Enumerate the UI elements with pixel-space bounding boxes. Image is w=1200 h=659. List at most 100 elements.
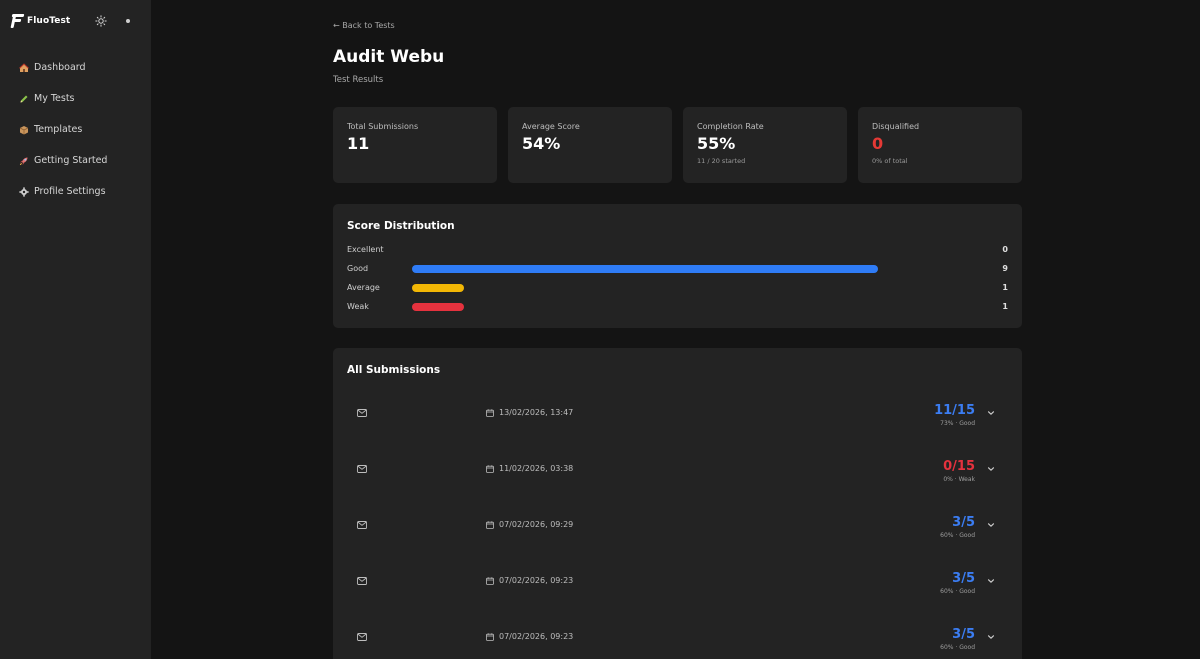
sidebar-item-label: Getting Started	[34, 155, 108, 166]
distribution-row: Weak 1	[347, 301, 1008, 313]
calendar-icon	[486, 521, 494, 529]
sidebar: FluoTest Dashboard	[0, 0, 151, 659]
submission-score: 11/15	[934, 403, 975, 418]
distribution-bar	[412, 284, 464, 292]
stat-card-completion-rate: Completion Rate 55% 11 / 20 started	[683, 107, 847, 183]
sidebar-item-templates[interactable]: Templates	[0, 114, 151, 145]
distribution-label: Excellent	[347, 245, 384, 254]
stat-value: 55%	[697, 134, 736, 153]
sidebar-item-label: Templates	[34, 124, 83, 135]
distribution-count: 1	[1002, 302, 1008, 311]
mail-icon	[357, 633, 367, 641]
distribution-row: Excellent 0	[347, 244, 1008, 256]
page-title: Audit Webu	[333, 47, 445, 67]
all-submissions-card: All Submissions 13/02/2026, 13:47 11/15 73…	[333, 348, 1022, 659]
sidebar-item-getting-started[interactable]: Getting Started	[0, 145, 151, 176]
sidebar-item-label: Dashboard	[34, 62, 86, 73]
stat-label: Disqualified	[872, 122, 920, 131]
stat-label: Total Submissions	[347, 122, 419, 131]
stat-subtext: 11 / 20 started	[697, 157, 746, 165]
submission-score: 3/5	[952, 627, 975, 642]
distribution-track	[412, 246, 960, 254]
submission-row[interactable]: 11/02/2026, 03:38 0/15 0% · Weak	[333, 459, 1022, 521]
chevron-down-icon[interactable]	[986, 464, 996, 474]
submission-grade: 60% · Good	[940, 644, 975, 651]
submission-score: 3/5	[952, 571, 975, 586]
calendar-icon	[486, 409, 494, 417]
sidebar-item-label: My Tests	[34, 93, 75, 104]
card-title: Score Distribution	[347, 220, 455, 232]
dot-icon	[126, 19, 130, 23]
sidebar-item-label: Profile Settings	[34, 186, 106, 197]
submission-row[interactable]: 07/02/2026, 09:23 3/5 60% · Good	[333, 571, 1022, 633]
sidebar-item-profile-settings[interactable]: Profile Settings	[0, 176, 151, 207]
page-subtitle: Test Results	[333, 75, 384, 85]
distribution-track	[412, 265, 960, 273]
submission-grade: 60% · Good	[940, 532, 975, 539]
rocket-icon	[18, 155, 29, 166]
submission-score: 0/15	[943, 459, 975, 474]
chevron-down-icon[interactable]	[986, 632, 996, 642]
sun-icon	[95, 15, 107, 27]
theme-toggle-button[interactable]	[94, 14, 108, 28]
brand-name: FluoTest	[27, 16, 71, 26]
distribution-label: Average	[347, 283, 380, 292]
stat-label: Completion Rate	[697, 122, 764, 131]
submission-date: 07/02/2026, 09:23	[499, 632, 574, 641]
chevron-down-icon[interactable]	[986, 576, 996, 586]
submission-grade: 60% · Good	[940, 588, 975, 595]
calendar-icon	[486, 577, 494, 585]
submission-row[interactable]: 07/02/2026, 09:29 3/5 60% · Good	[333, 515, 1022, 577]
distribution-track	[412, 284, 960, 292]
stat-subtext: 0% of total	[872, 157, 908, 165]
brand[interactable]: FluoTest	[0, 0, 151, 42]
submission-score: 3/5	[952, 515, 975, 530]
stat-value: 54%	[522, 134, 561, 153]
main-content: ← Back to Tests Audit Webu Test Results …	[151, 0, 1200, 659]
distribution-track	[412, 303, 960, 311]
submission-date: 07/02/2026, 09:29	[499, 520, 574, 529]
stats-row: Total Submissions 11 Average Score 54% C…	[333, 107, 1023, 183]
sidebar-item-my-tests[interactable]: My Tests	[0, 83, 151, 114]
submission-row[interactable]: 13/02/2026, 13:47 11/15 73% · Good	[333, 403, 1022, 465]
distribution-row: Average 1	[347, 282, 1008, 294]
distribution-count: 1	[1002, 283, 1008, 292]
submission-date: 13/02/2026, 13:47	[499, 408, 574, 417]
distribution-bar	[412, 303, 464, 311]
calendar-icon	[486, 465, 494, 473]
submission-row[interactable]: 07/02/2026, 09:23 3/5 60% · Good	[333, 627, 1022, 659]
score-distribution-card: Score Distribution Excellent 0 Good 9 Averag…	[333, 204, 1022, 328]
gear-icon	[18, 186, 29, 197]
pencil-icon	[18, 93, 29, 104]
sidebar-item-dashboard[interactable]: Dashboard	[0, 52, 151, 83]
mail-icon	[357, 521, 367, 529]
distribution-bar	[412, 265, 878, 273]
stat-card-average-score: Average Score 54%	[508, 107, 672, 183]
stat-value: 11	[347, 134, 370, 153]
chevron-down-icon[interactable]	[986, 408, 996, 418]
submission-date: 11/02/2026, 03:38	[499, 464, 574, 473]
distribution-count: 0	[1002, 245, 1008, 254]
submission-grade: 0% · Weak	[943, 476, 975, 483]
fluotest-logo-icon	[10, 14, 25, 28]
distribution-label: Good	[347, 264, 369, 273]
calendar-icon	[486, 633, 494, 641]
stat-label: Average Score	[522, 122, 580, 131]
back-to-tests-link[interactable]: ← Back to Tests	[333, 21, 395, 30]
collapse-sidebar-button[interactable]	[122, 15, 134, 27]
package-icon	[18, 124, 29, 135]
stat-value: 0	[872, 134, 884, 153]
distribution-count: 9	[1002, 264, 1008, 273]
mail-icon	[357, 577, 367, 585]
sidebar-nav: Dashboard My Tests Templates Getting Sta…	[0, 52, 151, 207]
mail-icon	[357, 409, 367, 417]
distribution-row: Good 9	[347, 263, 1008, 275]
submission-grade: 73% · Good	[940, 420, 975, 427]
submission-date: 07/02/2026, 09:23	[499, 576, 574, 585]
card-title: All Submissions	[347, 364, 441, 376]
chevron-down-icon[interactable]	[986, 520, 996, 530]
house-icon	[18, 62, 29, 73]
stat-card-total-submissions: Total Submissions 11	[333, 107, 497, 183]
stat-card-disqualified: Disqualified 0 0% of total	[858, 107, 1022, 183]
mail-icon	[357, 465, 367, 473]
